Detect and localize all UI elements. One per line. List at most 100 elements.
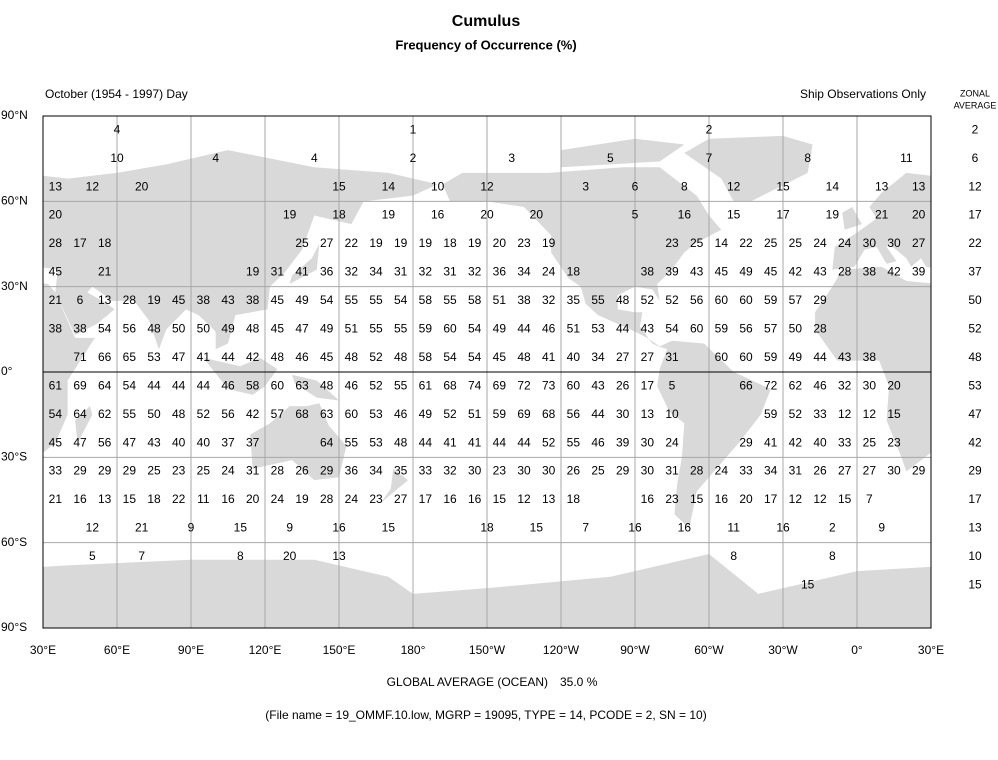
cell-value: 31 [665,464,679,478]
cell-value: 53 [369,407,383,421]
cell-value: 8 [829,549,836,563]
cell-value: 18 [443,236,457,250]
cell-value: 11 [900,151,913,165]
cell-value: 17 [776,208,790,222]
cell-value: 19 [283,208,297,222]
cell-value: 15 [838,492,852,506]
cell-value: 58 [419,293,433,307]
cell-value: 68 [443,378,457,392]
cell-value: 19 [419,236,433,250]
cell-value: 21 [98,265,112,279]
cell-value: 55 [345,293,359,307]
cell-value: 15 [801,578,815,592]
cell-value: 13 [875,179,889,193]
cell-value: 29 [813,293,827,307]
cell-value: 43 [641,322,655,336]
cell-value: 52 [197,407,211,421]
cell-value: 38 [863,350,877,364]
cell-value: 16 [641,492,655,506]
cell-value: 20 [887,378,901,392]
cell-value: 53 [369,435,383,449]
period: October (1954 - 1997) Day [45,87,188,101]
cell-value: 68 [542,407,556,421]
cell-value: 19 [394,236,408,250]
cell-value: 20 [912,208,926,222]
cell-value: 24 [813,236,827,250]
cell-value: 48 [147,322,161,336]
cell-value: 48 [517,350,531,364]
cell-value: 29 [739,435,753,449]
cell-value: 42 [789,265,803,279]
cell-value: 55 [345,435,359,449]
cell-value: 7 [138,549,145,563]
cell-value: 8 [237,549,244,563]
cell-value: 56 [123,322,137,336]
cell-value: 31 [665,350,679,364]
cell-value: 29 [123,464,137,478]
cell-value: 58 [419,350,433,364]
cell-value: 52 [665,293,679,307]
cell-value: 20 [480,208,494,222]
cell-value: 49 [295,293,309,307]
zonal-average: 12 [968,179,982,193]
cell-value: 13 [641,407,655,421]
zonal-average: 17 [968,492,982,506]
cell-value: 49 [789,350,803,364]
cell-value: 47 [172,350,186,364]
cell-value: 15 [234,521,248,535]
cell-value: 12 [813,492,827,506]
cell-value: 5 [632,208,639,222]
cell-value: 40 [813,435,827,449]
cell-value: 46 [221,378,235,392]
cell-value: 48 [616,293,630,307]
cell-value: 51 [567,322,581,336]
cell-value: 20 [283,549,297,563]
cell-value: 48 [320,378,334,392]
cell-value: 44 [813,350,827,364]
cell-value: 45 [764,265,778,279]
cell-value: 27 [838,464,852,478]
cell-value: 33 [49,464,63,478]
cell-value: 44 [591,407,605,421]
cell-value: 3 [582,179,589,193]
cell-value: 28 [271,464,285,478]
cell-value: 20 [246,492,260,506]
cell-value: 43 [838,350,852,364]
x-tick-label: 120°E [249,643,282,657]
zonal-average: 13 [968,521,982,535]
cell-value: 28 [123,293,137,307]
x-tick-label: 0° [851,643,863,657]
x-tick-label: 30°W [768,643,798,657]
cell-value: 16 [73,492,87,506]
cell-value: 33 [838,435,852,449]
cell-value: 25 [789,236,803,250]
cell-value: 69 [517,407,531,421]
cell-value: 29 [912,464,926,478]
cell-value: 5 [669,378,676,392]
cell-value: 23 [887,435,901,449]
cell-value: 18 [480,521,494,535]
cell-value: 38 [246,293,260,307]
global-average-label: GLOBAL AVERAGE (OCEAN) [387,675,548,689]
cell-value: 54 [320,293,334,307]
cell-value: 50 [789,322,803,336]
land [561,138,685,168]
cell-value: 27 [863,464,877,478]
cell-value: 56 [739,322,753,336]
y-tick-label: 60°N [1,194,28,208]
land [684,135,813,202]
cell-value: 41 [468,435,482,449]
cell-value: 36 [345,464,359,478]
land [250,403,347,481]
cell-value: 63 [295,378,309,392]
cell-value: 17 [641,378,655,392]
cell-value: 23 [369,492,383,506]
zonal-average: 52 [968,322,982,336]
cell-value: 60 [567,378,581,392]
y-tick-label: 90°N [1,108,28,122]
cell-value: 13 [542,492,556,506]
cell-value: 55 [394,378,408,392]
cell-value: 60 [271,378,285,392]
cell-value: 61 [419,378,433,392]
